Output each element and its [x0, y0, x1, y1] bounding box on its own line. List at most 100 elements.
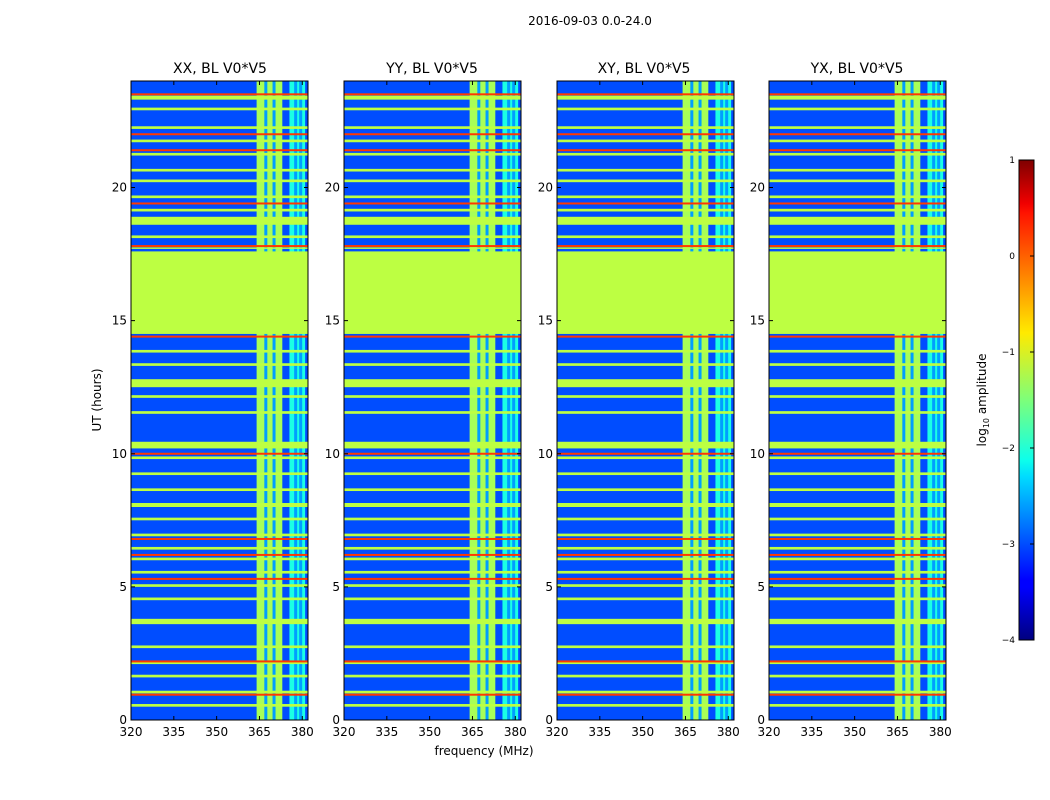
- hot-time-line: [769, 452, 946, 455]
- panel-heatmap: 320 335 350 365 380 0 5 10 15 20: [538, 80, 740, 739]
- masked-time-band: [344, 235, 521, 239]
- masked-time-band: [344, 379, 521, 388]
- masked-time-band: [131, 139, 308, 143]
- masked-time-band: [557, 503, 734, 507]
- masked-time-band: [557, 195, 734, 199]
- masked-time-band: [344, 570, 521, 574]
- y-tick-label: 0: [757, 713, 765, 727]
- masked-time-band: [557, 674, 734, 678]
- masked-time-band: [557, 139, 734, 143]
- flagged-time-block: [557, 251, 734, 334]
- masked-time-band: [769, 126, 946, 129]
- masked-time-band: [344, 618, 521, 625]
- masked-time-band: [769, 95, 946, 100]
- masked-time-band: [557, 363, 734, 366]
- masked-time-band: [344, 456, 521, 460]
- y-tick-label: 5: [545, 580, 553, 594]
- masked-time-band: [344, 584, 521, 587]
- hot-time-line: [344, 93, 521, 96]
- masked-time-band: [769, 472, 946, 476]
- masked-time-band: [557, 168, 734, 172]
- hot-time-line: [557, 133, 734, 136]
- y-tick-label: 5: [757, 580, 765, 594]
- hot-time-line: [769, 537, 946, 540]
- x-tick-label: 365: [886, 725, 909, 739]
- y-tick-label: 20: [325, 181, 340, 195]
- masked-time-band: [131, 95, 308, 100]
- hot-time-line: [344, 452, 521, 455]
- colorbar-tick-label: −3: [1002, 540, 1015, 550]
- masked-time-band: [131, 379, 308, 388]
- masked-time-band: [557, 488, 734, 492]
- masked-time-band: [769, 349, 946, 353]
- channel-gap: [720, 81, 724, 720]
- masked-time-band: [344, 139, 521, 143]
- masked-time-band: [557, 395, 734, 398]
- masked-time-band: [344, 107, 521, 111]
- colorbar: −4 −3 −2 −1 0 1 log10 amplitude: [975, 156, 1035, 646]
- x-tick-label: 350: [631, 725, 654, 739]
- masked-time-band: [131, 179, 308, 183]
- x-tick-label: 380: [504, 725, 527, 739]
- y-tick-label: 5: [332, 580, 340, 594]
- hot-time-line: [557, 149, 734, 152]
- masked-time-band: [344, 152, 521, 156]
- masked-time-band: [557, 517, 734, 521]
- rfi-channel-band: [682, 81, 709, 720]
- x-tick-label: 320: [120, 725, 143, 739]
- masked-time-band: [769, 456, 946, 460]
- channel-gap: [690, 81, 694, 720]
- flagged-time-block: [344, 251, 521, 334]
- colorbar-tick-label: −2: [1002, 444, 1015, 454]
- masked-time-band: [131, 570, 308, 574]
- masked-time-band: [557, 379, 734, 388]
- masked-time-band: [131, 661, 308, 665]
- x-tick-label: 335: [800, 725, 823, 739]
- hot-time-line: [557, 660, 734, 663]
- masked-time-band: [557, 570, 734, 574]
- masked-time-band: [344, 546, 521, 550]
- channel-gap: [725, 81, 729, 720]
- hot-time-line: [557, 693, 734, 696]
- hot-time-line: [557, 537, 734, 540]
- masked-time-band: [557, 546, 734, 550]
- channel-gap: [910, 81, 914, 720]
- panel-frame: [343, 80, 522, 721]
- masked-time-band: [557, 456, 734, 460]
- masked-time-band: [344, 661, 521, 665]
- hot-time-line: [131, 149, 308, 152]
- hot-time-line: [557, 93, 734, 96]
- masked-time-band: [344, 363, 521, 366]
- masked-time-band: [557, 247, 734, 249]
- hot-time-line: [131, 660, 308, 663]
- colorbar-gradient: [1018, 159, 1035, 641]
- masked-time-band: [344, 557, 521, 561]
- panel-heatmap: 320 335 350 365 380 0 5 10 15 20: [325, 80, 527, 739]
- channel-gap: [485, 81, 489, 720]
- channel-gap: [512, 81, 516, 720]
- hot-time-line: [131, 335, 308, 338]
- y-tick-label: 15: [325, 314, 340, 328]
- y-tick-label: 10: [325, 447, 340, 461]
- hot-time-line: [344, 537, 521, 540]
- masked-time-band: [344, 349, 521, 353]
- masked-time-band: [769, 533, 946, 537]
- y-tick-label: 0: [545, 713, 553, 727]
- channel-gap: [507, 81, 511, 720]
- masked-time-band: [344, 704, 521, 707]
- x-tick-label: 365: [248, 725, 271, 739]
- panel-xy: XY, BL V0*V5 320 335 350 365 380 0 5 10 15 20: [538, 61, 740, 739]
- panel-frame: [556, 80, 735, 721]
- masked-time-band: [131, 126, 308, 129]
- panel-heatmap: 320 335 350 365 380 0 5 10 15 20: [750, 80, 952, 739]
- masked-time-band: [344, 597, 521, 601]
- masked-time-band: [344, 441, 521, 449]
- masked-time-band: [769, 690, 946, 694]
- masked-time-band: [131, 456, 308, 460]
- masked-time-band: [344, 488, 521, 492]
- hot-time-line: [769, 245, 946, 248]
- hot-time-line: [557, 245, 734, 248]
- y-tick-label: 20: [538, 181, 553, 195]
- masked-time-band: [344, 503, 521, 507]
- panel-frame: [768, 80, 947, 721]
